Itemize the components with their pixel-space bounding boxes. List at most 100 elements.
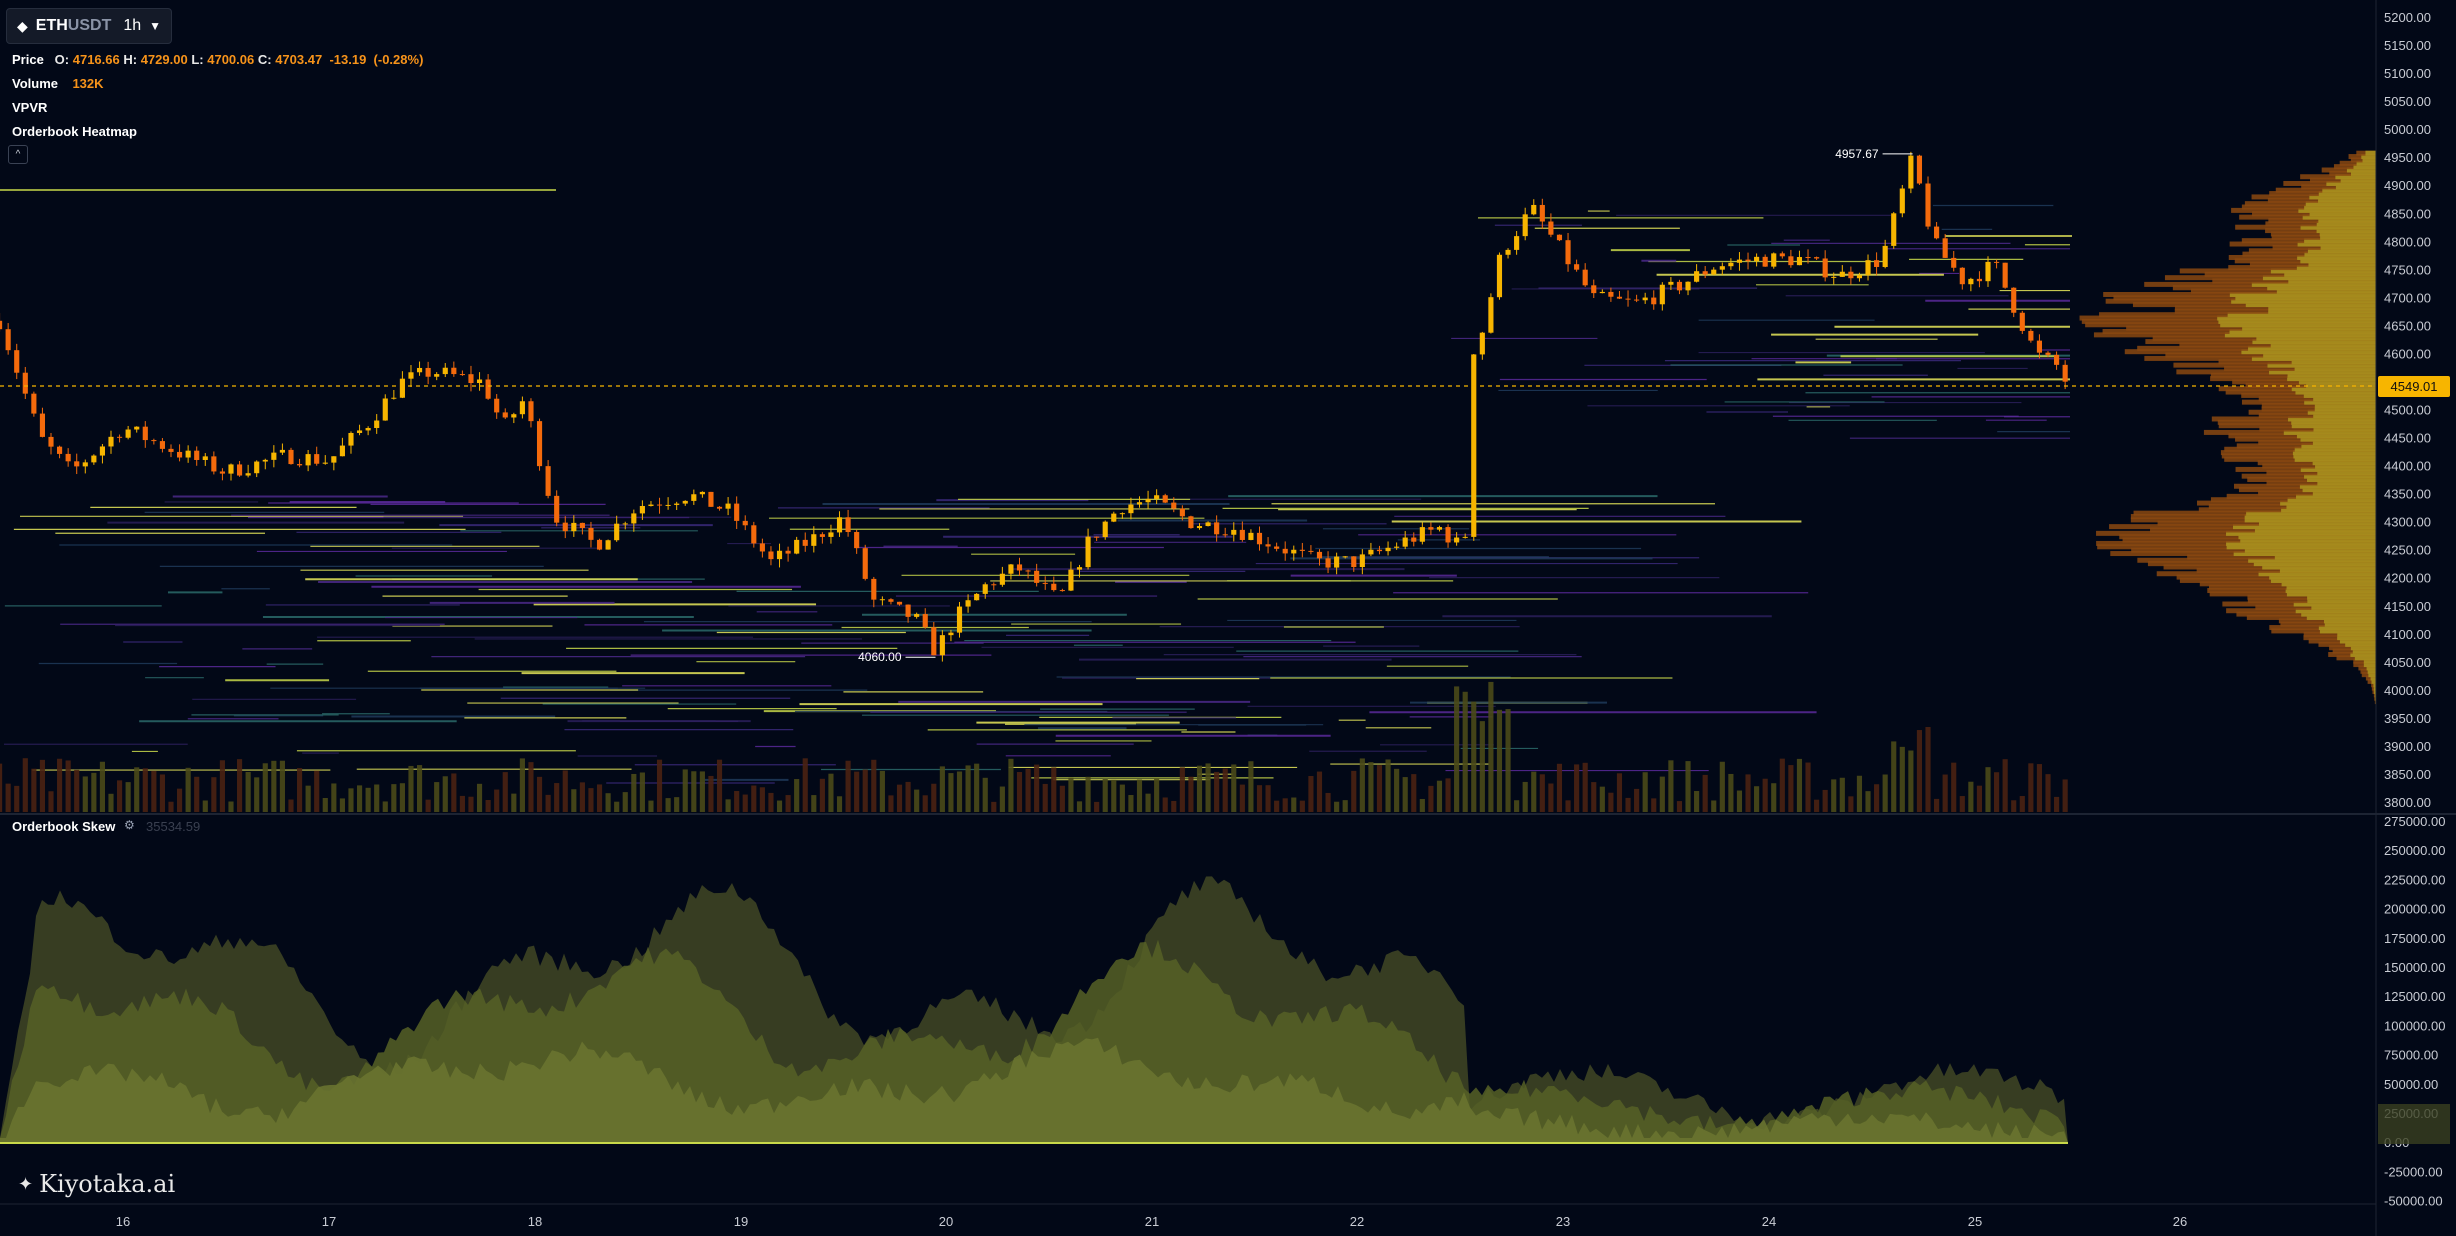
volume-bar xyxy=(1668,760,1674,812)
volume-bar xyxy=(2062,779,2068,812)
change-value: -13.19 xyxy=(329,52,367,67)
volume-bar xyxy=(1728,773,1734,812)
timeframe-label[interactable]: 1h xyxy=(123,17,142,34)
collapse-legend-button[interactable]: ^ xyxy=(8,145,28,164)
candle-body xyxy=(1976,278,1983,282)
time-tick-label: 26 xyxy=(2173,1214,2187,1229)
vpvr-bar-buy xyxy=(2291,359,2376,365)
candle-body xyxy=(631,513,637,524)
kiyotaka-logo-icon: ✦ xyxy=(18,1173,34,1195)
close-value: 4703.47 xyxy=(275,52,323,67)
vpvr-bar-buy xyxy=(2296,493,2376,499)
vpvr-legend[interactable]: VPVR xyxy=(12,100,48,115)
price-axis[interactable]: 5200.00 5150.00 5100.00 5050.00 5000.00 4950.… xyxy=(2384,10,2431,810)
vpvr-bar-buy xyxy=(2287,497,2376,503)
volume-bar xyxy=(1385,759,1391,812)
volume-bar xyxy=(279,760,285,812)
candle-body xyxy=(1934,226,1940,239)
settings-icon[interactable]: ⚙ xyxy=(124,818,135,832)
candle-body xyxy=(1111,513,1117,522)
volume-bar xyxy=(382,801,388,812)
price-tick-label: 4500.00 xyxy=(2384,403,2431,418)
candle-body xyxy=(939,635,945,656)
candle-body xyxy=(1454,537,1460,543)
volume-bar xyxy=(1805,762,1811,812)
price-tick-label: 3900.00 xyxy=(2384,739,2431,754)
candle-body xyxy=(1805,257,1811,259)
volume-bar xyxy=(811,795,817,812)
price-tick-label: 4750.00 xyxy=(2384,262,2431,277)
volume-bar xyxy=(1256,785,1263,812)
volume-bar xyxy=(536,776,543,812)
candle-body xyxy=(236,464,243,476)
vpvr-bar-buy xyxy=(2229,329,2376,334)
volume-bar xyxy=(339,798,345,812)
candle-body xyxy=(742,520,748,526)
candle-body xyxy=(965,600,971,607)
candle-body xyxy=(1839,271,1845,277)
candle-body xyxy=(828,532,834,537)
candle-body xyxy=(1008,564,1014,574)
volume-bar xyxy=(305,785,311,812)
volume-bar xyxy=(176,788,183,812)
volume-bar xyxy=(2036,764,2043,812)
candle-body xyxy=(1059,590,1065,592)
candle-body xyxy=(22,372,28,394)
candle-body xyxy=(554,495,560,523)
volume-bar xyxy=(1016,772,1023,812)
volume-bar xyxy=(528,762,534,812)
volume-bar xyxy=(785,795,791,812)
volume-bar xyxy=(1042,783,1048,812)
candle-body xyxy=(1994,261,2000,263)
time-axis[interactable]: 16 17 18 19 20 21 22 23 24 25 26 xyxy=(116,1214,2187,1229)
current-price-label: 4549.01 xyxy=(2378,376,2450,397)
candle-body xyxy=(751,525,757,544)
candle-body xyxy=(1042,582,1048,584)
candle-body xyxy=(48,436,54,447)
caret-down-icon[interactable]: ▼ xyxy=(149,19,162,33)
volume-bar xyxy=(776,800,783,812)
volume-bar xyxy=(1659,776,1665,812)
candle-body xyxy=(82,462,88,467)
heatmap-legend[interactable]: Orderbook Heatmap xyxy=(12,124,137,139)
candle-body xyxy=(511,414,517,418)
price-tick-label: 3850.00 xyxy=(2384,767,2431,782)
vpvr-bar-buy xyxy=(2345,641,2376,647)
vpvr-bar-buy xyxy=(2311,604,2376,610)
candle-body xyxy=(2028,330,2034,341)
volume-bar xyxy=(1942,774,1948,812)
vpvr-bar-buy xyxy=(2346,167,2376,173)
vpvr-bar-buy xyxy=(2352,648,2376,654)
volume-bar xyxy=(1779,758,1785,812)
vpvr-bar-buy xyxy=(2337,635,2376,641)
candle-body xyxy=(588,528,594,540)
vpvr-bar-buy xyxy=(2293,453,2376,459)
vpvr-bar-buy xyxy=(2306,614,2376,620)
symbol-base: ETH xyxy=(35,17,68,34)
volume-bar xyxy=(74,769,80,812)
vpvr-bar-buy xyxy=(2295,389,2376,395)
candle-body xyxy=(811,534,817,546)
price-tick-label: 4350.00 xyxy=(2384,487,2431,502)
symbol-selector[interactable]: ◆ ETHUSDT 1h ▼ xyxy=(6,8,173,44)
vpvr-bar-buy xyxy=(2281,507,2376,513)
candle-body xyxy=(1514,236,1520,250)
vpvr-bar-buy xyxy=(2298,207,2376,213)
candle-body xyxy=(14,350,20,373)
vpvr-bar-buy xyxy=(2313,426,2376,432)
vpvr-bar-buy xyxy=(2319,628,2376,634)
volume-bar xyxy=(1582,762,1588,812)
candle-body xyxy=(2045,352,2051,355)
volume-bar xyxy=(1128,795,1134,812)
candle-body xyxy=(665,504,671,506)
volume-bar xyxy=(1702,774,1708,812)
kiyotaka-logo-text: Kiyotaka.ai xyxy=(39,1170,176,1198)
vpvr-bar-buy xyxy=(2268,305,2376,311)
volume-bar xyxy=(1068,777,1074,812)
volume-bar xyxy=(519,758,525,812)
volume-bar xyxy=(125,782,131,812)
volume-bar xyxy=(1291,797,1297,812)
volume-bar xyxy=(1959,796,1965,812)
volume-bar xyxy=(1265,785,1271,812)
